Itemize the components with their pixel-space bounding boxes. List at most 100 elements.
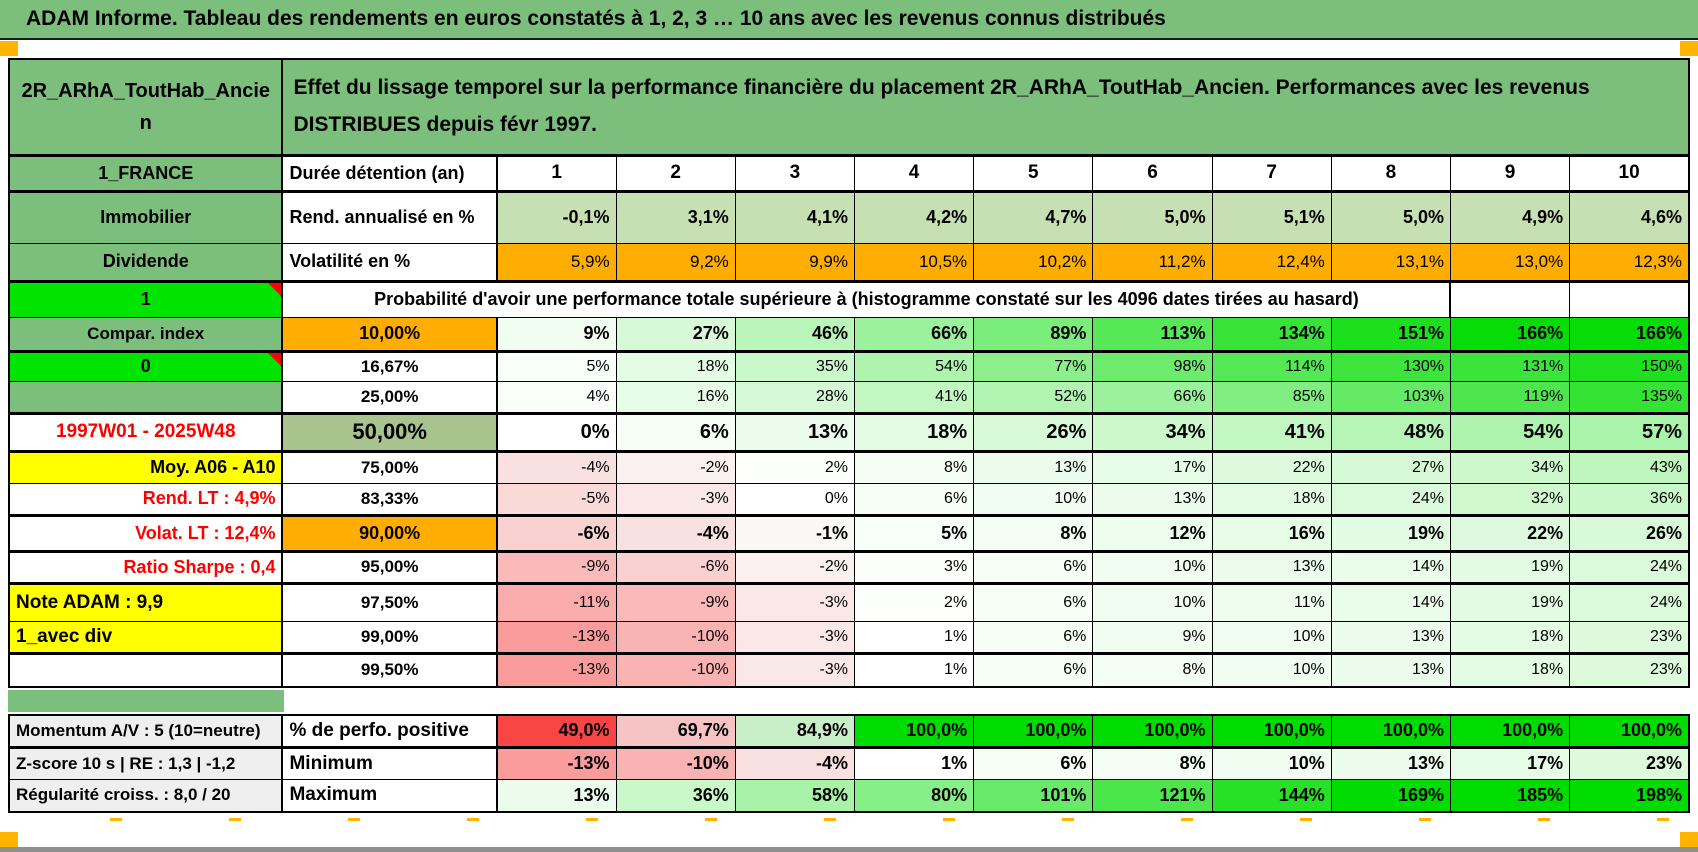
value-cell[interactable]: 1 bbox=[496, 154, 617, 193]
value-cell[interactable]: 26% bbox=[973, 412, 1094, 453]
value-cell[interactable]: 144% bbox=[1211, 778, 1332, 813]
value-cell[interactable]: 54% bbox=[853, 350, 975, 382]
value-cell[interactable]: 10,2% bbox=[973, 242, 1094, 283]
value-cell[interactable]: -10% bbox=[615, 652, 736, 688]
value-cell[interactable]: 8% bbox=[973, 514, 1094, 553]
value-cell[interactable]: 8 bbox=[1330, 154, 1451, 193]
value-cell[interactable]: 34% bbox=[1449, 450, 1571, 484]
value-cell[interactable] bbox=[1449, 280, 1571, 318]
value-cell[interactable]: -9% bbox=[615, 582, 736, 622]
metric-label-cell[interactable]: 75,00% bbox=[281, 450, 498, 484]
value-cell[interactable]: 100,0% bbox=[1330, 714, 1451, 749]
value-cell[interactable]: 13% bbox=[1330, 746, 1451, 780]
value-cell[interactable]: 8% bbox=[853, 450, 975, 484]
value-cell[interactable]: 114% bbox=[1211, 350, 1332, 382]
row-label-cell[interactable]: Volat. LT : 12,4% bbox=[8, 514, 284, 553]
row-label-cell[interactable]: 1997W01 - 2025W48 bbox=[8, 412, 284, 453]
value-cell[interactable]: 7 bbox=[1211, 154, 1332, 193]
value-cell[interactable]: 134% bbox=[1211, 316, 1332, 353]
value-cell[interactable]: 10% bbox=[1092, 582, 1213, 622]
value-cell[interactable]: 18% bbox=[1449, 652, 1571, 688]
value-cell[interactable]: -9% bbox=[496, 550, 617, 585]
value-cell[interactable]: 27% bbox=[1330, 450, 1451, 484]
metric-label-cell[interactable]: Durée détention (an) bbox=[281, 154, 498, 193]
value-cell[interactable]: 6 bbox=[1092, 154, 1213, 193]
value-cell[interactable]: 18% bbox=[615, 350, 736, 382]
value-cell[interactable]: -3% bbox=[734, 652, 855, 688]
value-cell[interactable]: 69,7% bbox=[615, 714, 736, 749]
metric-label-cell[interactable]: 83,33% bbox=[281, 482, 498, 517]
value-cell[interactable]: 84,9% bbox=[734, 714, 855, 749]
value-cell[interactable]: -13% bbox=[496, 746, 617, 780]
value-cell[interactable]: 35% bbox=[734, 350, 855, 382]
row-label-cell[interactable]: 0 bbox=[8, 350, 284, 382]
value-cell[interactable]: 100,0% bbox=[1211, 714, 1332, 749]
value-cell[interactable]: 49,0% bbox=[496, 714, 617, 749]
value-cell[interactable] bbox=[1569, 280, 1690, 318]
value-cell[interactable]: 169% bbox=[1330, 778, 1451, 813]
value-cell[interactable]: 1% bbox=[853, 652, 975, 688]
value-cell[interactable]: 12% bbox=[1092, 514, 1213, 553]
value-cell[interactable]: 11,2% bbox=[1092, 242, 1213, 283]
value-cell[interactable]: 18% bbox=[1211, 482, 1332, 517]
value-cell[interactable]: 17% bbox=[1092, 450, 1213, 484]
value-cell[interactable]: 24% bbox=[1569, 582, 1690, 622]
value-cell[interactable]: 16% bbox=[615, 380, 736, 415]
value-cell[interactable]: 14% bbox=[1330, 582, 1451, 622]
value-cell[interactable]: 13% bbox=[1211, 550, 1332, 585]
value-cell[interactable]: 89% bbox=[973, 316, 1094, 353]
row-label-cell[interactable]: Note ADAM : 9,9 bbox=[8, 582, 284, 622]
value-cell[interactable]: 34% bbox=[1092, 412, 1213, 453]
value-cell[interactable]: 13% bbox=[1092, 482, 1213, 517]
value-cell[interactable]: 98% bbox=[1092, 350, 1213, 382]
row-label-cell[interactable]: Rend. LT : 4,9% bbox=[8, 482, 284, 517]
row-label-cell[interactable]: 1_FRANCE bbox=[8, 154, 284, 193]
value-cell[interactable]: 22% bbox=[1449, 514, 1571, 553]
value-cell[interactable]: 3,1% bbox=[615, 190, 736, 244]
value-cell[interactable]: -4% bbox=[496, 450, 617, 484]
value-cell[interactable]: 166% bbox=[1449, 316, 1571, 353]
value-cell[interactable]: 41% bbox=[853, 380, 975, 415]
value-cell[interactable]: 18% bbox=[853, 412, 975, 453]
value-cell[interactable]: 12,3% bbox=[1569, 242, 1690, 283]
value-cell[interactable]: 5% bbox=[496, 350, 617, 382]
value-cell[interactable]: 9,2% bbox=[615, 242, 736, 283]
value-cell[interactable]: 6% bbox=[973, 582, 1094, 622]
value-cell[interactable]: 5,0% bbox=[1092, 190, 1213, 244]
value-cell[interactable]: 52% bbox=[973, 380, 1094, 415]
value-cell[interactable]: 24% bbox=[1569, 550, 1690, 585]
value-cell[interactable]: 4,6% bbox=[1569, 190, 1690, 244]
value-cell[interactable]: -6% bbox=[496, 514, 617, 553]
value-cell[interactable]: 10,5% bbox=[853, 242, 975, 283]
value-cell[interactable]: 32% bbox=[1449, 482, 1571, 517]
value-cell[interactable]: -3% bbox=[734, 582, 855, 622]
value-cell[interactable]: 5 bbox=[973, 154, 1094, 193]
value-cell[interactable]: 4,7% bbox=[973, 190, 1094, 244]
value-cell[interactable]: 6% bbox=[973, 550, 1094, 585]
value-cell[interactable]: 10% bbox=[1211, 652, 1332, 688]
row-label-cell[interactable]: 1_avec div bbox=[8, 620, 284, 655]
value-cell[interactable]: 113% bbox=[1092, 316, 1213, 353]
value-cell[interactable]: 2 bbox=[615, 154, 736, 193]
row-label-cell[interactable]: Ratio Sharpe : 0,4 bbox=[8, 550, 284, 585]
value-cell[interactable]: 10% bbox=[1092, 550, 1213, 585]
row-label-cell[interactable]: 1 bbox=[8, 280, 284, 318]
value-cell[interactable]: 13% bbox=[1330, 620, 1451, 655]
value-cell[interactable]: 36% bbox=[615, 778, 736, 813]
value-cell[interactable]: 14% bbox=[1330, 550, 1451, 585]
value-cell[interactable]: 12,4% bbox=[1211, 242, 1332, 283]
value-cell[interactable]: 41% bbox=[1211, 412, 1332, 453]
value-cell[interactable]: 19% bbox=[1449, 582, 1571, 622]
table-description-cell[interactable]: Effet du lissage temporel sur la perform… bbox=[281, 58, 1690, 157]
value-cell[interactable]: 22% bbox=[1211, 450, 1332, 484]
value-cell[interactable]: 46% bbox=[734, 316, 855, 353]
value-cell[interactable]: 3 bbox=[734, 154, 855, 193]
value-cell[interactable]: 66% bbox=[1092, 380, 1213, 415]
metric-label-cell[interactable]: 95,00% bbox=[281, 550, 498, 585]
value-cell[interactable]: 5,1% bbox=[1211, 190, 1332, 244]
value-cell[interactable]: 16% bbox=[1211, 514, 1332, 553]
row-label-cell[interactable]: Momentum A/V : 5 (10=neutre) bbox=[8, 714, 284, 749]
value-cell[interactable]: 121% bbox=[1092, 778, 1213, 813]
value-cell[interactable]: 18% bbox=[1449, 620, 1571, 655]
value-cell[interactable]: 19% bbox=[1330, 514, 1451, 553]
